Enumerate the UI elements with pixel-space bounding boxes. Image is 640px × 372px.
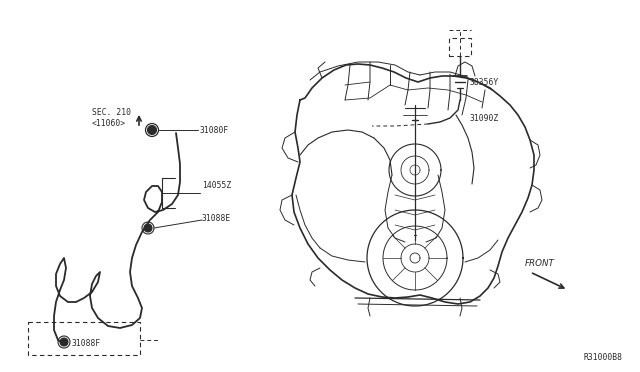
- Text: 14055Z: 14055Z: [202, 180, 231, 189]
- Text: R31000B8: R31000B8: [583, 353, 622, 362]
- Text: 31090Z: 31090Z: [470, 113, 499, 122]
- Text: 31080F: 31080F: [200, 125, 229, 135]
- Circle shape: [60, 338, 68, 346]
- Circle shape: [144, 224, 152, 232]
- Bar: [449, 38, 471, 56]
- Text: 31088F: 31088F: [72, 340, 101, 349]
- Text: FRONT: FRONT: [525, 259, 555, 268]
- Text: 31088E: 31088E: [202, 214, 231, 222]
- Text: 38356Y: 38356Y: [470, 77, 499, 87]
- Circle shape: [147, 125, 157, 135]
- Text: SEC. 210
<11060>: SEC. 210 <11060>: [92, 108, 131, 128]
